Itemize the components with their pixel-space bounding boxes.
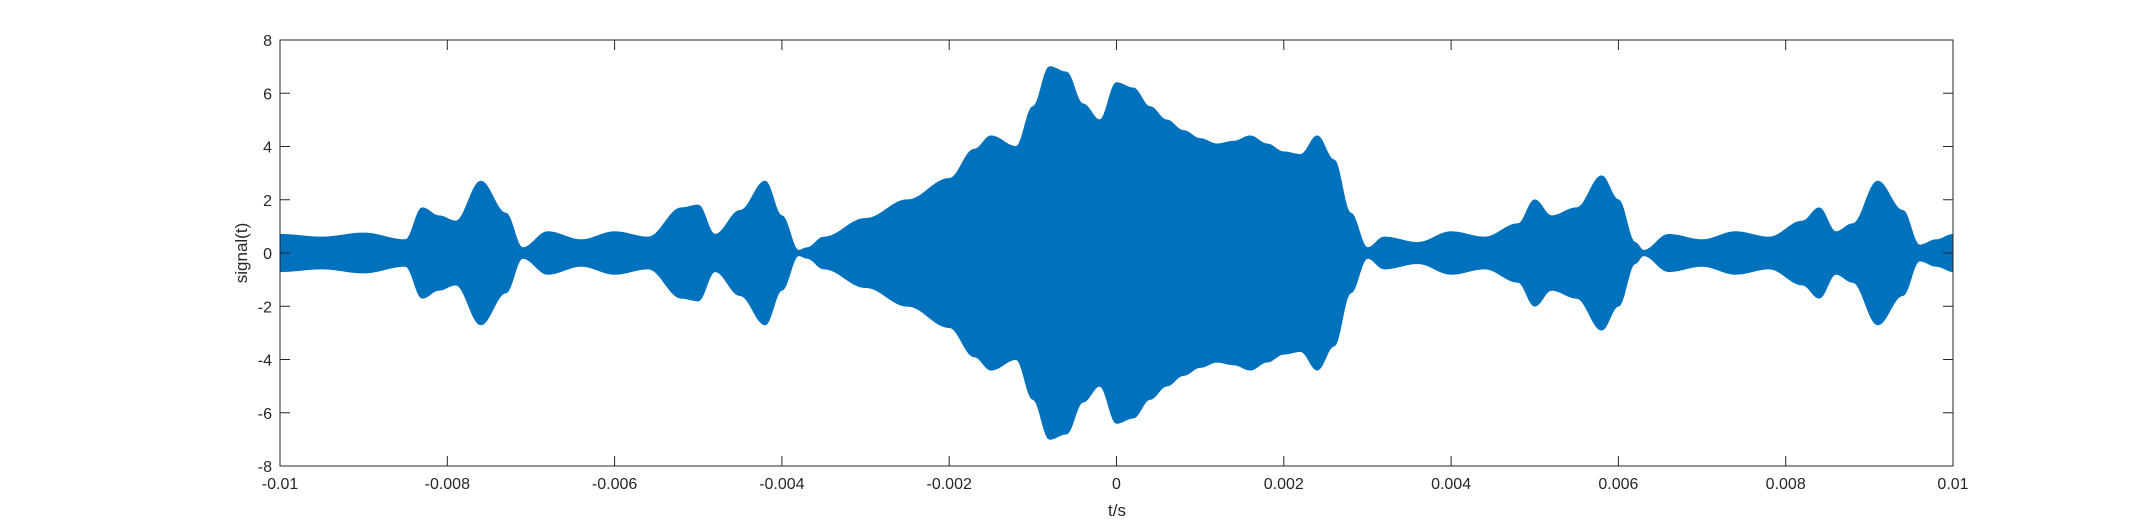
signal-envelope-fill [280, 66, 1953, 440]
x-tick-label: 0.01 [1937, 476, 1968, 493]
x-tick-label: -0.01 [262, 476, 299, 493]
axes: -0.01 -0.008 -0.006 -0.004 -0.002 0 0.002 0.004… [258, 33, 1969, 493]
y-tick-label: -8 [258, 459, 272, 476]
x-tick-label: -0.008 [425, 476, 470, 493]
y-tick-label: -6 [258, 406, 272, 423]
plot-area [280, 66, 1953, 440]
x-tick-label: 0.006 [1598, 476, 1638, 493]
signal-line [280, 66, 1953, 440]
x-tick-label: 0 [1112, 476, 1121, 493]
x-tick-label: 0.004 [1431, 476, 1471, 493]
y-tick-label: 0 [263, 246, 272, 263]
y-tick-label: 4 [263, 140, 272, 157]
x-tick-label: -0.002 [927, 476, 972, 493]
x-tick-label: 0.002 [1264, 476, 1304, 493]
y-tick-label: -4 [258, 353, 272, 370]
y-tick-label: 6 [263, 86, 272, 103]
x-tick-label: -0.004 [759, 476, 804, 493]
y-tick-label: -2 [258, 299, 272, 316]
x-tick-label: 0.008 [1766, 476, 1806, 493]
y-tick-label: 2 [263, 193, 272, 210]
y-tick-label: 8 [263, 33, 272, 50]
x-tick-label: -0.006 [592, 476, 637, 493]
y-axis-label: signal(t) [232, 223, 251, 283]
x-axis-label: t/s [1108, 501, 1126, 520]
